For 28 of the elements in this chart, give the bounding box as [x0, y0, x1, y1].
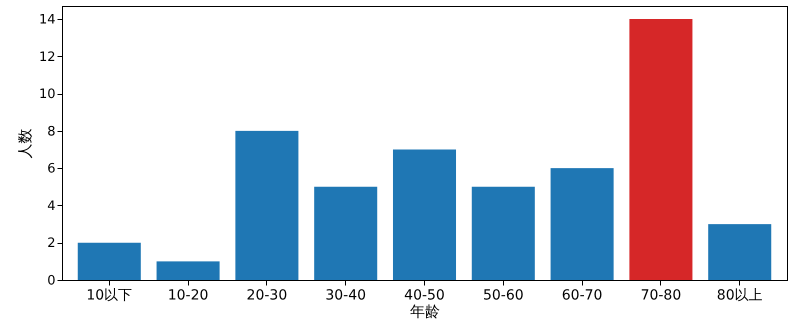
x-tick-label: 70-80: [640, 288, 682, 304]
bar: [78, 242, 141, 280]
bar: [314, 186, 378, 280]
x-tick-label: 10-20: [168, 288, 208, 304]
y-axis-title: 人数: [16, 128, 34, 158]
y-tick-label: 0: [47, 274, 56, 288]
bar: [392, 150, 456, 280]
bar: [550, 168, 614, 280]
y-tick-label: 6: [47, 162, 56, 177]
bar: [472, 186, 535, 280]
y-tick-label: 4: [47, 198, 56, 214]
y-tick-label: 12: [38, 50, 56, 65]
x-tick-label: 50-60: [482, 288, 524, 304]
bar: [235, 130, 298, 280]
bar: [708, 224, 772, 280]
y-tick-label: 14: [38, 12, 56, 28]
x-axis-title: 年龄: [410, 302, 440, 320]
bar: [629, 19, 692, 280]
x-tick-label: 80以上: [716, 288, 763, 304]
x-tick-label: 40-50: [404, 288, 445, 304]
x-tick-label: 20-30: [246, 288, 288, 304]
y-tick-label: 10: [38, 87, 56, 102]
x-tick-label: 10以下: [86, 288, 132, 304]
y-tick-label: 8: [47, 124, 56, 140]
y-tick-label: 2: [47, 236, 56, 252]
x-tick-label: 30-40: [325, 288, 366, 304]
x-tick-label: 60-70: [562, 288, 602, 304]
bar: [156, 261, 220, 280]
